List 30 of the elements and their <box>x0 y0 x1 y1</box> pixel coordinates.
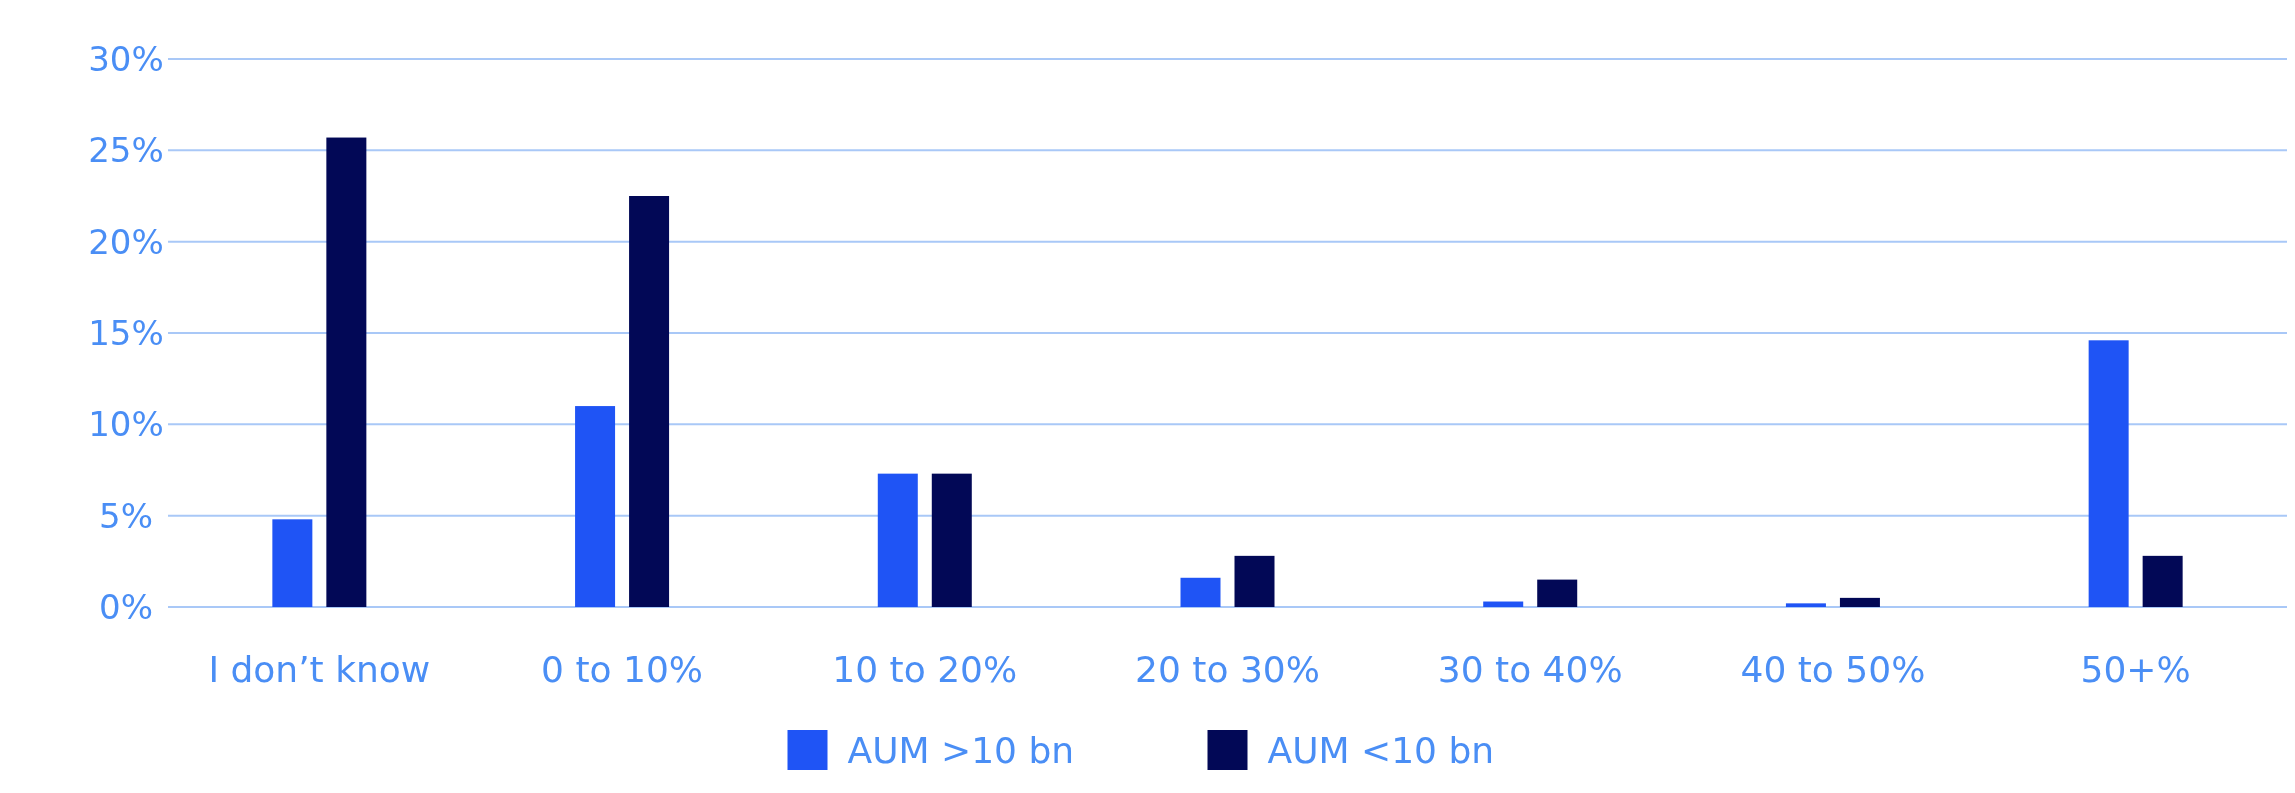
bar <box>629 196 670 607</box>
y-tick-label: 5% <box>99 495 153 536</box>
bar <box>1180 577 1221 607</box>
x-tick-label: 40 to 50% <box>1740 649 1926 690</box>
y-tick-label: 20% <box>88 221 164 262</box>
bar <box>931 473 972 607</box>
bar <box>2142 555 2183 607</box>
x-tick-label: 10 to 20% <box>832 649 1018 690</box>
x-tick-label: 30 to 40% <box>1437 649 1623 690</box>
bar <box>575 406 616 607</box>
bar <box>2088 340 2129 607</box>
x-tick-label: 0 to 10% <box>541 649 704 690</box>
x-tick-label: 20 to 30% <box>1135 649 1320 690</box>
bar <box>326 137 367 607</box>
y-tick-label: 25% <box>88 130 164 171</box>
bar <box>1234 555 1275 607</box>
x-tick-label: I don’t know <box>208 649 431 690</box>
x-tick-label: 50+% <box>2080 649 2191 690</box>
y-tick-label: 0% <box>99 586 153 627</box>
y-tick-label: 10% <box>88 404 164 445</box>
bar <box>1537 579 1578 607</box>
bar <box>1785 603 1826 607</box>
legend-label: AUM <10 bn <box>1267 729 1495 771</box>
y-tick-label: 15% <box>88 312 164 353</box>
legend-label: AUM >10 bn <box>847 729 1075 771</box>
bar <box>877 473 918 607</box>
y-tick-label: 30% <box>88 38 164 79</box>
bar <box>272 519 313 607</box>
bar <box>1483 601 1524 607</box>
bar <box>1839 597 1880 607</box>
